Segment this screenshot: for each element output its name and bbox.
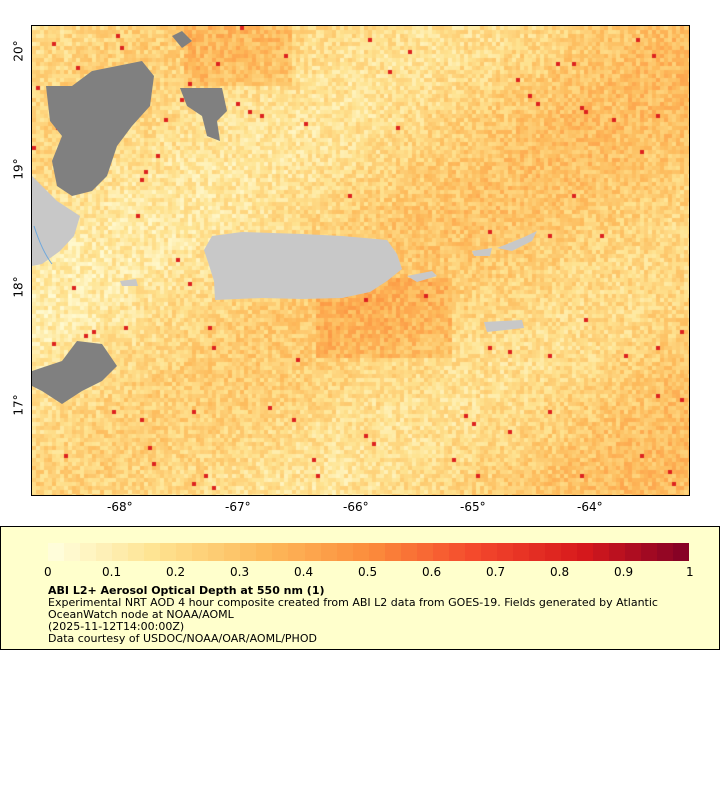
- map-overlay: [32, 31, 537, 404]
- colorbar-swatch: [208, 543, 225, 561]
- no-data-clouds: [32, 31, 227, 404]
- colorbar-swatch: [593, 543, 610, 561]
- y-tick: 20°: [11, 40, 26, 62]
- cloud-patch: [32, 341, 117, 404]
- aod-map: [31, 25, 690, 496]
- hispaniola: [32, 176, 80, 266]
- colorbar-swatch: [288, 543, 305, 561]
- colorbar-tick: 0: [44, 565, 52, 579]
- colorbar-swatch: [352, 543, 369, 561]
- colorbar-tick: 1: [686, 565, 694, 579]
- colorbar-swatch: [224, 543, 241, 561]
- colorbar: [48, 543, 690, 561]
- colorbar-tick: 0.8: [550, 565, 570, 579]
- colorbar-swatch: [432, 543, 449, 561]
- colorbar-swatch: [272, 543, 289, 561]
- colorbar-swatch: [673, 543, 690, 561]
- cloud-patch: [172, 31, 192, 48]
- colorbar-swatch: [544, 543, 561, 561]
- y-tick: 19°: [11, 158, 26, 180]
- colorbar-swatch: [256, 543, 273, 561]
- colorbar-swatch: [64, 543, 81, 561]
- legend-description: OceanWatch node at NOAA/AOML: [48, 608, 234, 621]
- colorbar-swatch: [144, 543, 161, 561]
- colorbar-swatch: [448, 543, 465, 561]
- colorbar-swatch: [625, 543, 642, 561]
- colorbar-swatch: [336, 543, 353, 561]
- colorbar-tick: 0.1: [102, 565, 122, 579]
- y-tick: 18°: [11, 276, 26, 298]
- colorbar-swatch: [609, 543, 626, 561]
- cloud-patch: [180, 88, 227, 141]
- y-tick: 17°: [11, 394, 26, 416]
- colorbar-swatch: [176, 543, 193, 561]
- land: [32, 176, 537, 332]
- colorbar-swatch: [528, 543, 545, 561]
- colorbar-swatch: [304, 543, 321, 561]
- colorbar-swatch: [657, 543, 674, 561]
- st-croix: [484, 320, 524, 332]
- legend-panel: 0 0.1 0.2 0.3 0.4 0.5 0.6 0.7 0.8 0.9 1 …: [0, 526, 720, 650]
- mona-island: [120, 279, 138, 286]
- colorbar-tick: 0.3: [230, 565, 250, 579]
- colorbar-swatch: [464, 543, 481, 561]
- colorbar-swatch: [400, 543, 417, 561]
- river: [33, 225, 53, 265]
- colorbar-swatch: [320, 543, 337, 561]
- cloud-patch: [46, 61, 154, 196]
- x-tick: -66°: [343, 500, 369, 514]
- colorbar-tick: 0.5: [358, 565, 378, 579]
- colorbar-swatch: [641, 543, 658, 561]
- colorbar-tick: 0.6: [422, 565, 442, 579]
- colorbar-swatch: [384, 543, 401, 561]
- colorbar-swatch: [561, 543, 578, 561]
- colorbar-swatch: [480, 543, 497, 561]
- virgin-islands: [497, 231, 537, 251]
- colorbar-swatch: [48, 543, 65, 561]
- colorbar-swatch: [160, 543, 177, 561]
- colorbar-tick: 0.4: [294, 565, 314, 579]
- legend-time: (2025-11-12T14:00:00Z): [48, 620, 185, 633]
- x-tick: -68°: [107, 500, 133, 514]
- culebra: [472, 248, 492, 256]
- colorbar-swatch: [128, 543, 145, 561]
- puerto-rico: [204, 232, 402, 300]
- legend-title: ABI L2+ Aerosol Optical Depth at 550 nm …: [48, 584, 325, 597]
- x-tick: -64°: [577, 500, 603, 514]
- colorbar-swatch: [416, 543, 433, 561]
- legend-description: Experimental NRT AOD 4 hour composite cr…: [48, 596, 658, 609]
- colorbar-swatch: [112, 543, 129, 561]
- colorbar-swatch: [80, 543, 97, 561]
- colorbar-tick: 0.9: [614, 565, 634, 579]
- x-tick: -67°: [225, 500, 251, 514]
- colorbar-swatch: [240, 543, 257, 561]
- x-tick: -65°: [460, 500, 486, 514]
- colorbar-swatch: [496, 543, 513, 561]
- legend-credit: Data courtesy of USDOC/NOAA/OAR/AOML/PHO…: [48, 632, 317, 645]
- colorbar-swatch: [512, 543, 529, 561]
- colorbar-swatch: [96, 543, 113, 561]
- colorbar-tick: 0.7: [486, 565, 506, 579]
- colorbar-swatch: [368, 543, 385, 561]
- colorbar-tick: 0.2: [166, 565, 186, 579]
- colorbar-swatch: [192, 543, 209, 561]
- colorbar-swatch: [577, 543, 594, 561]
- vieques: [407, 271, 437, 282]
